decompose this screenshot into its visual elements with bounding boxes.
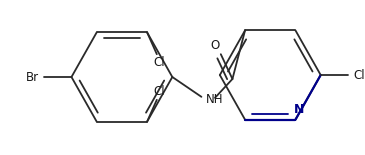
Text: NH: NH: [206, 93, 224, 106]
Text: Cl: Cl: [354, 69, 365, 82]
Text: Cl: Cl: [153, 56, 165, 69]
Text: Br: Br: [26, 71, 39, 84]
Text: N: N: [294, 103, 304, 116]
Text: Cl: Cl: [153, 85, 165, 98]
Text: O: O: [210, 39, 220, 52]
